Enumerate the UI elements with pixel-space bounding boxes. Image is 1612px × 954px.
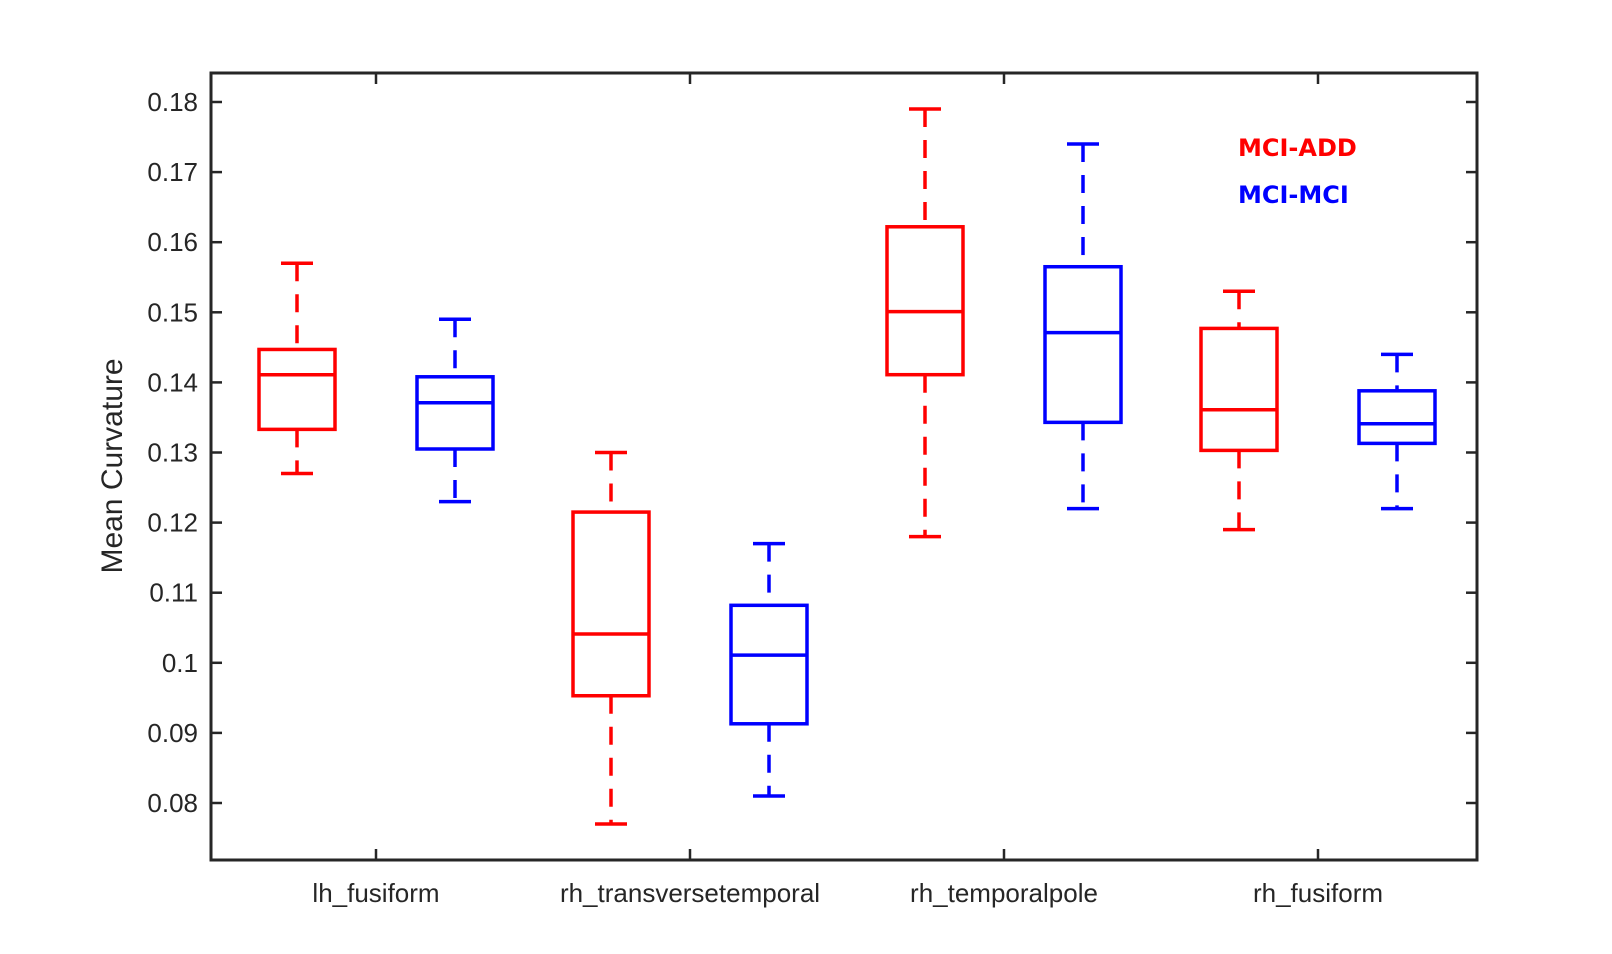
legend: MCI-ADD MCI-MCI (1238, 134, 1357, 209)
legend-entry-mci-add: MCI-ADD (1238, 134, 1357, 162)
box-iqr (415, 375, 495, 451)
box-mci-mci-lh_fusiform (415, 317, 495, 504)
x-axis-ticks: lh_fusiform rh_transversetemporal rh_tempo… (312, 73, 1383, 908)
box-series (257, 107, 1437, 826)
box-iqr (1199, 326, 1279, 453)
box-iqr (571, 510, 651, 698)
box-mci-add-rh_transversetemporal (571, 450, 651, 826)
box-mci-mci-rh_temporalpole (1043, 142, 1123, 511)
box-mci-add-rh_temporalpole (885, 107, 965, 539)
y-tick-label: 0.16 (147, 227, 198, 257)
y-tick-label: 0.09 (147, 718, 198, 748)
box-mci-mci-rh_transversetemporal (729, 541, 809, 798)
y-tick-label: 0.11 (149, 578, 198, 608)
y-tick-label: 0.14 (147, 367, 198, 397)
y-tick-label: 0.15 (147, 297, 198, 327)
plot-frame (209, 71, 1479, 862)
x-tick-label: rh_transversetemporal (560, 878, 820, 908)
legend-entry-mci-mci: MCI-MCI (1238, 181, 1349, 209)
y-tick-label: 0.17 (147, 157, 198, 187)
y-axis-ticks: 0.08 0.09 0.1 0.11 0.12 0.13 0.14 0.15 0.16 0.17 0… (147, 87, 1477, 818)
x-tick-label: rh_fusiform (1253, 878, 1383, 908)
box-mci-mci-rh_fusiform (1357, 352, 1437, 511)
box-iqr (1043, 264, 1123, 425)
box-mci-add-lh_fusiform (257, 261, 337, 476)
box-iqr (257, 347, 337, 432)
box-iqr (885, 225, 965, 377)
box-iqr (1357, 389, 1437, 446)
box-iqr (729, 603, 809, 726)
x-tick-label: lh_fusiform (312, 878, 439, 908)
y-tick-label: 0.12 (147, 508, 198, 538)
box-mci-add-rh_fusiform (1199, 289, 1279, 532)
x-tick-label: rh_temporalpole (910, 878, 1098, 908)
y-tick-label: 0.13 (147, 438, 198, 468)
y-axis-label: Mean Curvature (96, 358, 129, 573)
y-tick-label: 0.1 (162, 648, 198, 678)
y-tick-label: 0.08 (147, 788, 198, 818)
y-tick-label: 0.18 (147, 87, 198, 117)
